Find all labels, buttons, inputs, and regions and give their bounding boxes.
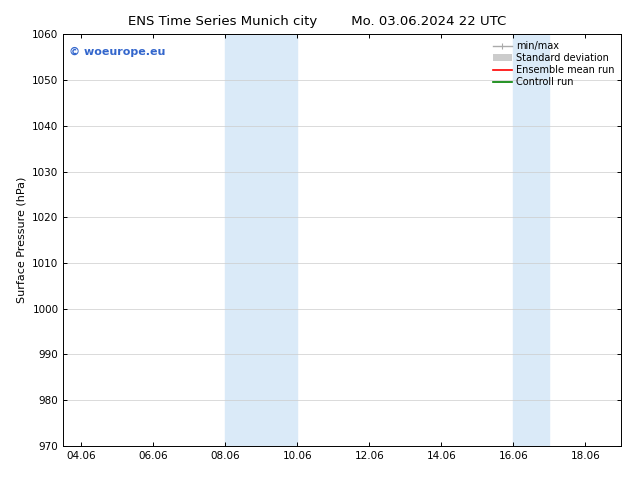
Text: ENS Time Series Munich city        Mo. 03.06.2024 22 UTC: ENS Time Series Munich city Mo. 03.06.20… xyxy=(128,15,506,28)
Text: © woeurope.eu: © woeurope.eu xyxy=(69,47,165,57)
Legend: min/max, Standard deviation, Ensemble mean run, Controll run: min/max, Standard deviation, Ensemble me… xyxy=(491,39,616,89)
Bar xyxy=(225,34,297,446)
Bar xyxy=(514,34,549,446)
Y-axis label: Surface Pressure (hPa): Surface Pressure (hPa) xyxy=(16,177,27,303)
